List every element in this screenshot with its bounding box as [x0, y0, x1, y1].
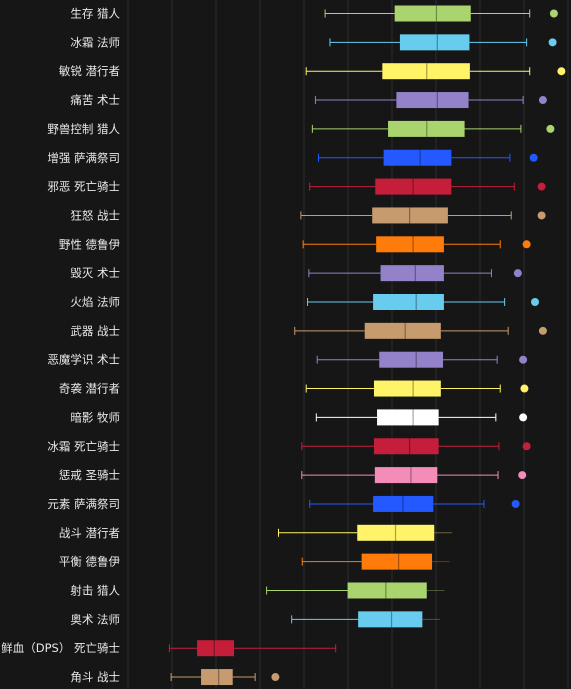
category-label: 元素 萨满祭司: [47, 497, 120, 511]
category-label: 角斗 战士: [70, 670, 120, 684]
category-label: 毁灭 术士: [70, 266, 120, 280]
outlier-point: [549, 9, 558, 18]
box-item: [277, 524, 452, 541]
outlier-point: [557, 67, 566, 76]
outlier-point: [538, 96, 547, 105]
box-item: [301, 438, 531, 455]
box-iqr: [376, 236, 444, 253]
category-label: 狂怒 战士: [70, 208, 120, 222]
box-item: [168, 640, 337, 657]
box-iqr: [380, 265, 444, 282]
box-iqr: [201, 669, 233, 686]
category-label: 生存 猎人: [70, 7, 120, 21]
box-item: [305, 380, 529, 397]
category-label: 鲜血（DPS） 死亡骑士: [1, 641, 120, 655]
outlier-point: [522, 240, 531, 249]
box-item: [305, 63, 566, 80]
box-iqr: [377, 409, 439, 426]
box-item: [311, 120, 555, 137]
box-item: [302, 236, 531, 253]
category-label: 敏锐 潜行者: [59, 64, 120, 78]
category-label: 野性 德鲁伊: [59, 237, 121, 251]
box-iqr: [399, 34, 470, 51]
box-iqr: [383, 149, 452, 166]
outlier-point: [271, 673, 280, 682]
box-iqr: [388, 120, 465, 137]
box-item: [294, 322, 547, 339]
box-item: [318, 149, 538, 166]
box-iqr: [373, 294, 444, 310]
box-iqr: [357, 524, 435, 541]
outlier-point: [519, 355, 528, 364]
box-iqr: [197, 640, 235, 657]
category-label: 平衡 德鲁伊: [59, 555, 121, 569]
outlier-point: [511, 499, 520, 508]
category-label: 恶魔学识 术士: [47, 353, 120, 367]
box-item: [309, 178, 546, 195]
box-item: [324, 5, 558, 22]
category-label: 增强 萨满祭司: [47, 151, 120, 165]
category-label: 痛苦 术士: [70, 93, 120, 107]
outlier-point: [548, 38, 557, 47]
category-label: 冰霜 死亡骑士: [47, 439, 120, 453]
category-label: 射击 猎人: [70, 584, 120, 598]
box-item: [314, 92, 547, 109]
outlier-point: [522, 442, 531, 451]
box-item: [291, 611, 440, 628]
category-label: 野兽控制 猎人: [47, 122, 120, 136]
box-item: [301, 467, 527, 484]
box-item: [329, 34, 557, 51]
box-iqr: [364, 322, 441, 339]
category-label: 奇袭 潜行者: [59, 382, 120, 396]
box-iqr: [379, 351, 444, 368]
box-iqr: [373, 495, 434, 512]
outlier-point: [513, 269, 522, 278]
box-item: [300, 207, 546, 224]
box-item: [266, 582, 445, 599]
box-item: [307, 294, 539, 310]
category-label: 冰霜 法师: [70, 35, 120, 49]
box-iqr: [372, 207, 448, 224]
category-label: 邪恶 死亡骑士: [47, 180, 120, 194]
outlier-point: [538, 326, 547, 335]
outlier-point: [520, 384, 529, 393]
box-series: [168, 5, 566, 686]
box-iqr: [373, 380, 441, 397]
box-iqr: [394, 5, 471, 22]
box-iqr: [361, 553, 433, 570]
category-label: 火焰 法师: [70, 295, 120, 309]
box-iqr: [347, 582, 427, 599]
box-iqr: [373, 438, 439, 455]
outlier-point: [519, 413, 528, 422]
box-item: [301, 553, 450, 570]
category-label: 暗影 牧师: [70, 410, 120, 424]
box-item: [309, 495, 520, 512]
box-iqr: [396, 92, 469, 109]
category-label: 战斗 潜行者: [59, 526, 120, 540]
box-iqr: [382, 63, 470, 80]
category-label: 武器 战士: [70, 324, 120, 338]
gridlines: [127, 0, 569, 689]
outlier-point: [518, 471, 527, 480]
category-label: 奥术 法师: [70, 612, 120, 626]
category-label: 惩戒 圣骑士: [59, 468, 120, 482]
box-iqr: [375, 178, 452, 195]
outlier-point: [531, 298, 539, 306]
box-item: [170, 669, 280, 686]
outlier-point: [529, 153, 538, 162]
box-iqr: [358, 611, 423, 628]
outlier-point: [537, 211, 546, 220]
box-item: [316, 351, 528, 368]
box-item: [308, 265, 522, 282]
outlier-point: [546, 124, 555, 133]
box-iqr: [374, 467, 438, 484]
box-item: [315, 409, 528, 426]
outlier-point: [537, 182, 546, 191]
